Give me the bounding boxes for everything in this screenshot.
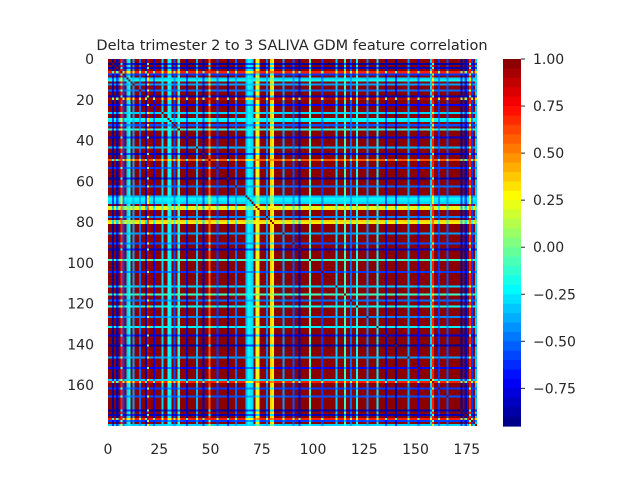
x-tick-label: 100	[300, 442, 327, 458]
colorbar-ticks: 1.00 0.75 0.50 0.25 0.00 −0.25 −0.50 −0.75	[521, 52, 576, 397]
colorbar-bin	[503, 294, 521, 305]
colorbar-bin	[503, 115, 521, 126]
colorbar-bin	[503, 322, 521, 333]
colorbar-bin	[503, 209, 521, 220]
colorbar-bin	[503, 87, 521, 98]
colorbar-bin	[503, 237, 521, 248]
colorbar-bin	[503, 369, 521, 380]
colorbar-bin	[503, 59, 521, 70]
colorbar-bin	[503, 77, 521, 88]
colorbar-tick-label: 1.00	[533, 52, 564, 68]
colorbar	[503, 59, 521, 427]
colorbar-bin	[503, 266, 521, 277]
y-axis-ticks: 0 20 40 60 80 100 120 140 160	[67, 52, 94, 394]
y-tick-label: 20	[76, 93, 94, 109]
colorbar-bin	[503, 190, 521, 201]
colorbar-bin	[503, 284, 521, 295]
colorbar-bin	[503, 313, 521, 324]
x-tick-label: 50	[202, 442, 220, 458]
colorbar-tick-label: −0.75	[533, 381, 576, 397]
colorbar-tick-label: 0.00	[533, 240, 564, 256]
colorbar-bin	[503, 331, 521, 342]
colorbar-bin	[503, 407, 521, 418]
colorbar-bin	[503, 153, 521, 164]
x-tick-label: 150	[402, 442, 429, 458]
x-tick-label: 25	[150, 442, 168, 458]
y-tick-label: 80	[76, 215, 94, 231]
y-tick-label: 0	[85, 52, 94, 68]
colorbar-tick-label: −0.50	[533, 334, 576, 350]
y-tick-label: 60	[76, 174, 94, 190]
colorbar-bin	[503, 218, 521, 229]
colorbar-bin	[503, 247, 521, 258]
x-axis-ticks: 0 25 50 75 100 125 150 175	[104, 442, 481, 458]
colorbar-bin	[503, 228, 521, 239]
colorbar-bin	[503, 171, 521, 182]
heatmap-cells	[108, 59, 477, 426]
colorbar-bin	[503, 303, 521, 314]
colorbar-tick-label: 0.75	[533, 99, 564, 115]
y-tick-label: 140	[67, 337, 94, 353]
colorbar-tick-label: 0.25	[533, 193, 564, 209]
colorbar-bin	[503, 256, 521, 267]
y-tick-label: 100	[67, 256, 94, 272]
x-tick-label: 0	[104, 442, 113, 458]
colorbar-tick-label: 0.50	[533, 146, 564, 162]
colorbar-bin	[503, 106, 521, 117]
colorbar-bin	[503, 134, 521, 145]
chart-title: Delta trimester 2 to 3 SALIVA GDM featur…	[96, 38, 487, 54]
colorbar-bin	[503, 360, 521, 371]
colorbar-bin	[503, 200, 521, 211]
x-tick-label: 125	[351, 442, 378, 458]
colorbar-bin	[503, 416, 521, 427]
colorbar-bin	[503, 388, 521, 399]
colorbar-bin	[503, 162, 521, 173]
y-tick-label: 40	[76, 134, 94, 150]
x-tick-label: 75	[253, 442, 271, 458]
y-tick-label: 160	[67, 378, 94, 394]
colorbar-bin	[503, 341, 521, 352]
y-tick-label: 120	[67, 297, 94, 313]
colorbar-bin	[503, 68, 521, 79]
colorbar-bin	[503, 275, 521, 286]
colorbar-bin	[503, 181, 521, 192]
colorbar-bin	[503, 350, 521, 361]
x-tick-label: 175	[453, 442, 480, 458]
colorbar-bin	[503, 96, 521, 107]
colorbar-tick-label: −0.25	[533, 287, 576, 303]
colorbar-bin	[503, 124, 521, 135]
heatmap-image	[108, 59, 477, 426]
colorbar-bin	[503, 378, 521, 389]
colorbar-bin	[503, 397, 521, 408]
colorbar-bin	[503, 143, 521, 154]
